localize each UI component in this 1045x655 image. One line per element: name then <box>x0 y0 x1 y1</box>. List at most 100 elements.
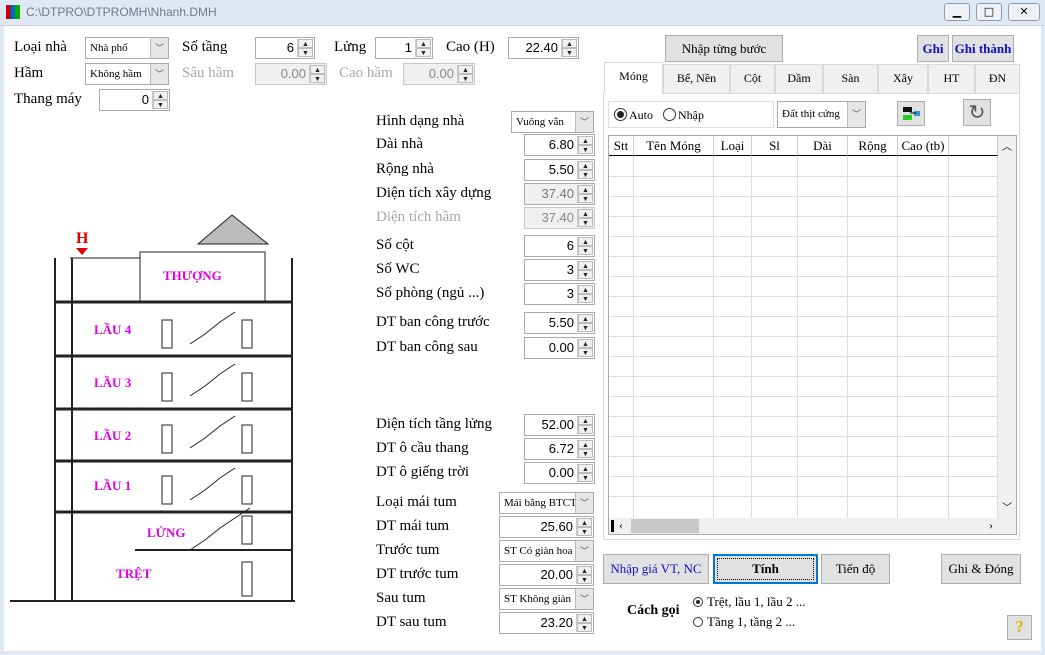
form-label: DT ô cầu thang <box>376 440 469 456</box>
tab-3[interactable]: Dầm <box>775 64 823 93</box>
form-select[interactable]: ST Có giàn hoa ﹀ <box>499 540 594 562</box>
sau-ham-value: 0.00 <box>280 66 306 81</box>
loai-nha-select[interactable]: Nhà phố ﹀ <box>85 37 169 59</box>
sau-ham-label: Sâu hầm <box>182 65 235 81</box>
spin-arrows-icon[interactable]: ▲ ▼ <box>577 285 593 303</box>
column-header[interactable]: Loại <box>714 136 752 156</box>
spin-arrows-icon[interactable]: ▲ ▼ <box>577 237 593 255</box>
spin-arrows-icon[interactable]: ▲ ▼ <box>561 39 577 57</box>
mong-table[interactable]: Stt Tên Móng Loại Sl Dài Rộng Cao (tb) ︿ ﹀ ‹ › <box>608 135 1017 535</box>
tab-6[interactable]: HT <box>928 64 975 93</box>
column-header[interactable] <box>949 136 998 156</box>
soil-type-select[interactable]: Đất thịt cứng ﹀ <box>777 101 866 128</box>
insert-row-button[interactable] <box>897 101 925 126</box>
column-header[interactable]: Rộng <box>848 136 898 156</box>
tab-2[interactable]: Cột <box>730 64 775 93</box>
tab-1[interactable]: Bể, Nền <box>663 64 730 93</box>
form-stepper[interactable]: 0.00 ▲ ▼ <box>524 462 595 484</box>
radio-cach-goi-1[interactable] <box>693 597 703 607</box>
grid-line <box>897 156 898 518</box>
ghi-thanh-button[interactable]: Ghi thành <box>952 35 1014 62</box>
field-value: Vuông vắn <box>516 116 564 128</box>
tab-4[interactable]: Sàn <box>823 64 878 93</box>
scroll-right-icon[interactable]: › <box>989 518 993 532</box>
spin-arrows-icon[interactable]: ▲ ▼ <box>576 614 592 632</box>
form-stepper[interactable]: 20.00 ▲ ▼ <box>499 564 594 586</box>
thang-may-value: 0 <box>141 92 149 107</box>
ghi-button[interactable]: Ghi <box>917 35 949 62</box>
radio-auto[interactable] <box>614 108 627 121</box>
cao-stepper[interactable]: 22.40 ▲ ▼ <box>508 37 579 59</box>
form-stepper[interactable]: 6 ▲ ▼ <box>524 235 595 257</box>
spin-arrows-icon[interactable]: ▲ ▼ <box>297 39 313 57</box>
scrollbar-thumb[interactable] <box>631 519 699 533</box>
grid-line <box>609 316 998 317</box>
field-value: 23.20 <box>540 615 573 630</box>
spin-arrows-icon[interactable]: ▲ ▼ <box>577 416 593 434</box>
form-stepper[interactable]: 5.50 ▲ ▼ <box>524 159 595 181</box>
spin-arrows-icon[interactable]: ▲ ▼ <box>576 566 592 584</box>
spin-arrows-icon[interactable]: ▲ ▼ <box>577 261 593 279</box>
column-header[interactable]: Stt <box>609 136 634 156</box>
tien-do-button[interactable]: Tiến độ <box>821 554 890 584</box>
spin-arrows-icon[interactable]: ▲ ▼ <box>415 39 431 57</box>
lung-stepper[interactable]: 1 ▲ ▼ <box>375 37 433 59</box>
radio-cach-goi-2[interactable] <box>693 617 703 627</box>
form-label: Dài nhà <box>376 136 424 152</box>
form-select[interactable]: Vuông vắn ﹀ <box>511 111 594 133</box>
tab-5[interactable]: Xây <box>878 64 928 93</box>
column-header[interactable]: Cao (tb) <box>898 136 949 156</box>
close-button[interactable]: ✕ <box>1008 3 1040 21</box>
thang-may-stepper[interactable]: 0 ▲ ▼ <box>99 89 170 111</box>
vertical-scrollbar[interactable]: ︿ ﹀ <box>998 136 1016 518</box>
form-stepper[interactable]: 23.20 ▲ ▼ <box>499 612 594 634</box>
form-stepper[interactable]: 3 ▲ ▼ <box>524 259 595 281</box>
form-stepper[interactable]: 52.00 ▲ ▼ <box>524 414 595 436</box>
horizontal-scrollbar[interactable]: ‹ › <box>609 518 1016 534</box>
spin-arrows-icon[interactable]: ▲ ▼ <box>152 91 168 109</box>
column-header[interactable]: Dài <box>798 136 848 156</box>
column-header[interactable]: Tên Móng <box>634 136 714 156</box>
spin-arrows-icon[interactable]: ▲ ▼ <box>577 161 593 179</box>
spin-arrows-icon: ▲ ▼ <box>309 65 325 83</box>
form-select[interactable]: Mái bằng BTCT ﹀ <box>499 492 594 514</box>
form-stepper[interactable]: 3 ▲ ▼ <box>524 283 595 305</box>
scroll-left-icon[interactable]: ‹ <box>619 518 623 532</box>
tinh-button[interactable]: Tính <box>713 554 818 584</box>
form-stepper[interactable]: 0.00 ▲ ▼ <box>524 337 595 359</box>
help-button[interactable]: ? <box>1007 615 1032 640</box>
nhap-gia-button[interactable]: Nhập giá VT, NC <box>603 554 709 584</box>
maximize-button[interactable]: □ <box>976 3 1002 21</box>
so-tang-stepper[interactable]: 6 ▲ ▼ <box>255 37 315 59</box>
form-stepper[interactable]: 5.50 ▲ ▼ <box>524 312 595 334</box>
form-select[interactable]: ST Không giàn ﹀ <box>499 588 594 610</box>
tab-0[interactable]: Móng <box>604 62 663 94</box>
ghi-dong-button[interactable]: Ghi & Đóng <box>941 554 1021 584</box>
form-stepper[interactable]: 6.72 ▲ ▼ <box>524 438 595 460</box>
nhap-tung-buoc-button[interactable]: Nhập từng bước <box>665 35 783 62</box>
grid-line <box>609 416 998 417</box>
spin-arrows-icon[interactable]: ▲ ▼ <box>577 314 593 332</box>
radio-nhap[interactable] <box>663 108 676 121</box>
spin-arrows-icon[interactable]: ▲ ▼ <box>576 518 592 536</box>
form-label: DT ban công trước <box>376 314 490 330</box>
scroll-up-icon[interactable]: ︿ <box>1002 142 1012 153</box>
spin-arrows-icon[interactable]: ▲ ▼ <box>577 136 593 154</box>
ham-select[interactable]: Không hầm ﹀ <box>85 63 169 85</box>
column-header[interactable]: Sl <box>752 136 798 156</box>
chevron-down-icon: ﹀ <box>150 64 168 84</box>
spin-arrows-icon[interactable]: ▲ ▼ <box>577 440 593 458</box>
tab-7[interactable]: ĐN <box>975 64 1020 93</box>
chevron-down-icon: ﹀ <box>847 102 865 127</box>
grid-line <box>633 156 634 518</box>
lung-label: Lửng <box>334 39 367 55</box>
form-stepper[interactable]: 25.60 ▲ ▼ <box>499 516 594 538</box>
minimize-button[interactable]: ▁ <box>944 3 970 21</box>
refresh-button[interactable]: ↻ <box>963 99 991 126</box>
field-value: 37.40 <box>541 186 574 201</box>
title-bar: C:\DTPRO\DTPROMH\Nhanh.DMH ▁ □ ✕ <box>0 0 1045 26</box>
spin-arrows-icon[interactable]: ▲ ▼ <box>577 339 593 357</box>
form-stepper[interactable]: 6.80 ▲ ▼ <box>524 134 595 156</box>
spin-arrows-icon[interactable]: ▲ ▼ <box>577 464 593 482</box>
scroll-down-icon[interactable]: ﹀ <box>1002 503 1012 514</box>
